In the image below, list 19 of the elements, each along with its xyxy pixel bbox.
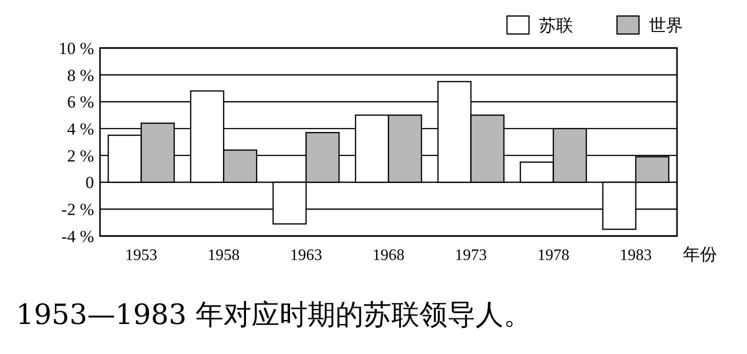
x-tick-label: 1953 [125, 247, 158, 264]
legend-label: 苏联 [539, 16, 573, 36]
legend-label: 世界 [649, 16, 683, 36]
y-tick-label: -2 % [61, 200, 94, 220]
text: 1953—1983 年对应时期的苏联领导人。 [16, 298, 532, 331]
y-tick-label: 10 % [58, 38, 94, 58]
y-tick-label: 4 % [67, 120, 94, 139]
y-tick-label: 8 % [67, 66, 94, 85]
x-tick-label: 1968 [372, 247, 404, 264]
x-tick-label: 1958 [208, 247, 240, 264]
y-tick-label: 0 [86, 173, 94, 192]
x-tick-label: 1973 [454, 247, 487, 264]
x-tick-label: 1963 [290, 247, 322, 264]
y-tick-label: -4 % [61, 226, 94, 246]
y-tick-label: 2 % [67, 146, 94, 166]
x-axis-title: 年份 [683, 245, 717, 265]
y-tick-label: 6 % [67, 92, 94, 112]
x-tick-label: 1978 [537, 247, 570, 264]
x-tick-label: 1983 [620, 247, 652, 264]
